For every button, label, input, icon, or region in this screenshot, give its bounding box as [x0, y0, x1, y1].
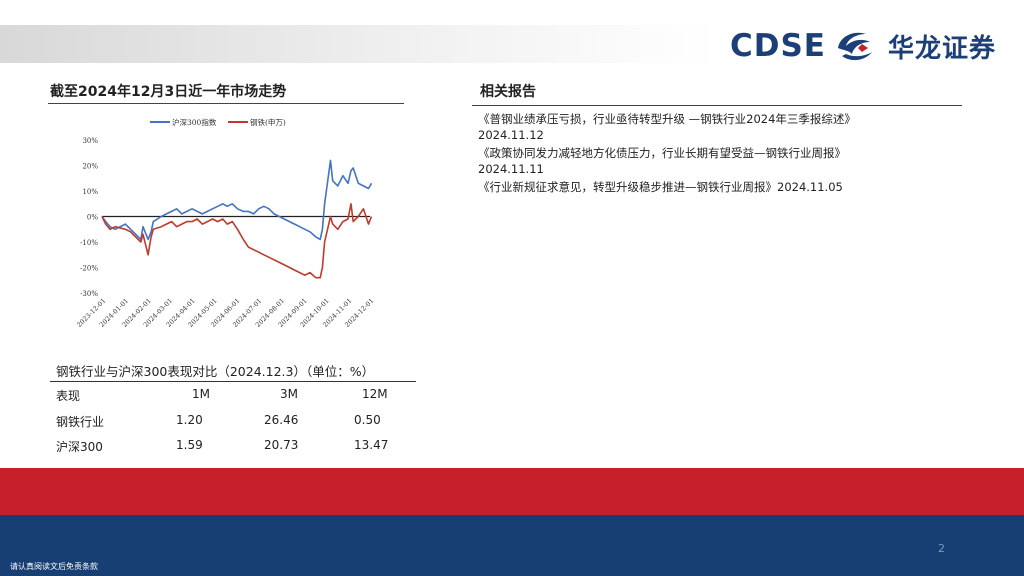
performance-rule — [50, 381, 416, 382]
table-cell: 13.47 — [354, 438, 389, 452]
disclaimer-text: 请认真阅读文后免责条款 — [10, 562, 98, 571]
y-tick-label: 20% — [82, 163, 98, 171]
y-tick-label: -10% — [80, 239, 98, 247]
reports-section-title: 相关报告 — [480, 84, 536, 100]
legend-label: 钢铁(申万) — [250, 117, 286, 127]
legend-label: 沪深300指数 — [172, 117, 217, 127]
report-link[interactable]: 《政策协同发力减轻地方化债压力，行业长期有望受益—钢铁行业周报》 — [478, 146, 846, 160]
header-cell: 12M — [362, 387, 388, 401]
table-cell: 1.59 — [176, 438, 203, 452]
report-date: 2024.11.12 — [478, 128, 544, 142]
footer-blue-band — [0, 515, 1024, 576]
company-logo: CDSE 华龙证券 — [730, 26, 996, 66]
chart-section-rule — [48, 103, 404, 104]
footer-red-band — [0, 468, 1024, 515]
row-label: 钢铁行业 — [56, 415, 105, 429]
y-tick-label: 30% — [82, 137, 98, 145]
logo-text: CDSE — [729, 28, 826, 64]
y-tick-label: -30% — [80, 290, 98, 298]
y-tick-label: 0% — [87, 214, 98, 222]
chart-section-title: 截至2024年12月3日近一年市场走势 — [50, 84, 287, 100]
chart-series — [101, 159, 373, 279]
market-trend-chart: 沪深300指数 钢铁(申万) 30% 20% 10% 0% -10% -20% -30% 20… — [75, 117, 375, 329]
report-link[interactable]: 《普钢业绩承压亏损，行业亟待转型升级 —钢铁行业2024年三季报综述》 — [478, 112, 856, 126]
table-cell: 0.50 — [354, 413, 381, 427]
header-cell: 1M — [192, 387, 210, 401]
row-label: 沪深300 — [56, 440, 103, 454]
chart-legend: 沪深300指数 钢铁(申万) — [150, 117, 286, 127]
series-line — [101, 203, 373, 279]
report-link[interactable]: 《行业新规征求意见，转型升级稳步推进—钢铁行业周报》2024.11.05 — [478, 180, 843, 194]
header-cell: 3M — [280, 387, 298, 401]
header-cell: 表现 — [56, 389, 81, 403]
y-tick-label: -20% — [80, 265, 98, 273]
reports-section-rule — [472, 105, 962, 106]
logo-cn-text: 华龙证券 — [887, 33, 996, 64]
report-date: 2024.11.11 — [478, 162, 544, 176]
table-header-row: 表现 1M 3M 12M — [52, 387, 416, 407]
performance-title: 钢铁行业与沪深300表现对比（2024.12.3）（单位：%） — [56, 364, 375, 379]
x-axis: 2023-12-012024-01-012024-02-012024-03-01… — [75, 297, 375, 329]
page-number: 2 — [938, 542, 945, 555]
table-cell: 1.20 — [176, 413, 203, 427]
y-tick-label: 10% — [82, 188, 98, 196]
table-row: 钢铁行业 1.20 26.46 0.50 — [52, 413, 416, 433]
table-cell: 20.73 — [264, 438, 299, 452]
y-axis: 30% 20% 10% 0% -10% -20% -30% — [80, 137, 370, 298]
dragon-logo-icon — [837, 32, 872, 61]
table-cell: 26.46 — [264, 413, 299, 427]
series-line — [101, 159, 373, 241]
table-row: 沪深300 1.59 20.73 13.47 — [52, 438, 416, 458]
